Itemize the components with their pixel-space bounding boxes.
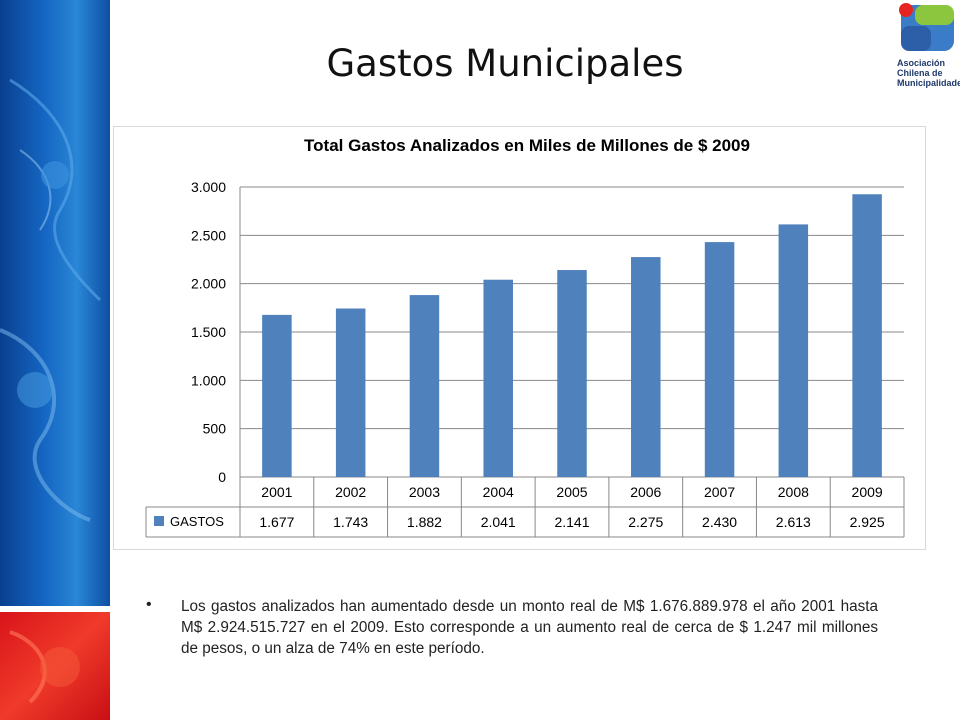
legend-swatch — [154, 516, 164, 526]
bar — [409, 295, 440, 477]
y-tick-label: 3.000 — [191, 179, 226, 195]
y-tick-label: 1.500 — [191, 324, 226, 340]
logo — [893, 0, 960, 115]
decorative-red-block — [0, 612, 110, 720]
bar — [262, 314, 292, 477]
x-tick-label: 2009 — [852, 484, 883, 500]
y-tick-label: 2.500 — [191, 227, 226, 243]
x-tick-label: 2006 — [630, 484, 661, 500]
bar — [483, 279, 513, 477]
bullet-marker: • — [146, 596, 152, 613]
bar — [335, 308, 366, 477]
data-label: 2.275 — [628, 514, 663, 530]
x-tick-label: 2008 — [778, 484, 809, 500]
bar-chart: Total Gastos Analizados en Miles de Mill… — [145, 136, 905, 538]
y-tick-label: 0 — [218, 469, 226, 485]
summary-paragraph: Los gastos analizados han aumentado desd… — [181, 598, 878, 657]
x-tick-label: 2005 — [556, 484, 587, 500]
chart-container: Total Gastos Analizados en Miles de Mill… — [113, 126, 926, 550]
data-label: 1.743 — [333, 514, 368, 530]
data-label: 2.613 — [776, 514, 811, 530]
bar — [557, 270, 587, 477]
data-label: 2.925 — [850, 514, 885, 530]
chart-title: Total Gastos Analizados en Miles de Mill… — [304, 136, 750, 155]
x-tick-label: 2004 — [483, 484, 514, 500]
bar — [704, 242, 735, 477]
x-tick-label: 2001 — [261, 484, 292, 500]
bar — [631, 257, 661, 477]
decorative-side-band — [0, 0, 110, 606]
data-label: 2.430 — [702, 514, 737, 530]
y-tick-label: 1.000 — [191, 372, 226, 388]
y-tick-label: 500 — [203, 421, 227, 437]
x-tick-label: 2002 — [335, 484, 366, 500]
y-tick-label: 2.000 — [191, 276, 226, 292]
data-label: 2.041 — [481, 514, 516, 530]
bar — [778, 224, 809, 477]
x-tick-label: 2003 — [409, 484, 440, 500]
data-label: 1.677 — [259, 514, 294, 530]
logo-text: Asociación Chilena de Municipalidades — [897, 58, 960, 88]
legend-label: GASTOS — [170, 514, 224, 529]
data-label: 1.882 — [407, 514, 442, 530]
page-title: Gastos Municipales — [326, 42, 684, 85]
data-label: 2.141 — [554, 514, 589, 530]
bar — [852, 194, 882, 477]
x-tick-label: 2007 — [704, 484, 735, 500]
